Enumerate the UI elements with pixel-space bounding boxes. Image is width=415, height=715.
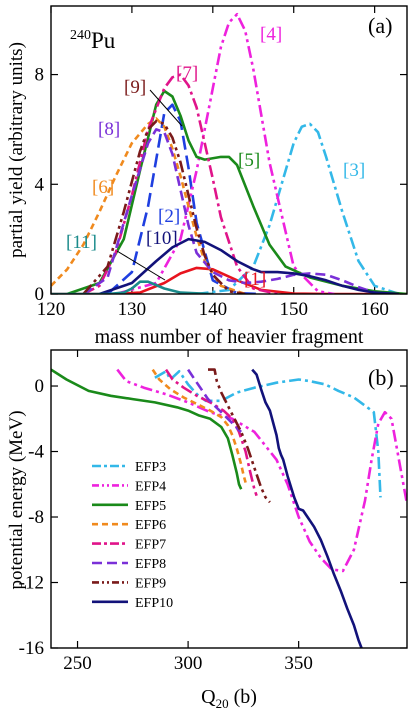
x-tick-label: 350 xyxy=(284,653,313,674)
legend-label-efp9: EFP9 xyxy=(135,576,166,591)
series-label-6: [6] xyxy=(92,177,114,198)
legend-label-efp4: EFP4 xyxy=(135,479,166,494)
panel-b-label: (b) xyxy=(368,365,394,390)
x-tick-label: 250 xyxy=(63,653,92,674)
legend-label-efp5: EFP5 xyxy=(135,499,166,514)
series-line-10 xyxy=(99,237,399,294)
series-line-efp7 xyxy=(164,368,258,497)
series-label-4: [4] xyxy=(260,24,282,45)
q-unit: (b) xyxy=(229,686,257,708)
nucleus-mass: 240 xyxy=(70,28,91,43)
series-label-10: [10] xyxy=(146,228,178,249)
panel-b-x-axis-label: Q20 (b) xyxy=(201,686,257,711)
y-tick-label: -4 xyxy=(28,442,44,463)
x-tick-label: 300 xyxy=(174,653,203,674)
leader-line xyxy=(116,250,166,281)
panel-a-label: (a) xyxy=(368,13,392,38)
series-line-6 xyxy=(51,117,246,294)
panel-b-tick-labels: 250 300 350 0 -4 -8 -12 -16 xyxy=(19,376,313,674)
series-line-3 xyxy=(196,122,400,294)
series-line-2 xyxy=(106,103,262,294)
series-line-efp9 xyxy=(208,368,271,504)
x-tick-label: 130 xyxy=(118,299,147,320)
panel-a-y-axis-label: partial yield (arbitrary units) xyxy=(6,42,27,258)
series-line-efp8 xyxy=(187,368,242,433)
y-tick-label: 4 xyxy=(35,174,45,195)
nucleus-symbol: Pu xyxy=(91,28,116,53)
legend-label-efp7: EFP7 xyxy=(135,538,166,553)
series-line-efp6 xyxy=(151,368,247,483)
panel-a-x-axis-label: mass number of heavier fragment xyxy=(95,326,364,348)
series-line-efp4 xyxy=(116,368,407,573)
series-label-9: [9] xyxy=(124,77,146,98)
series-line-efp3 xyxy=(154,369,382,498)
y-tick-label: -8 xyxy=(28,507,44,528)
legend-label-efp3: EFP3 xyxy=(135,460,166,475)
legend-label-efp6: EFP6 xyxy=(135,518,166,533)
x-tick-label: 140 xyxy=(199,299,228,320)
x-tick-label: 150 xyxy=(279,299,308,320)
series-line-1 xyxy=(51,266,407,294)
series-label-5: [5] xyxy=(238,150,260,171)
q-symbol: Q xyxy=(201,686,216,708)
panel-a-frame xyxy=(50,5,408,295)
panel-a: 120 130 140 150 160 0 4 8 (a) 240Pu mass number… xyxy=(6,5,408,348)
series-label-11: [11] xyxy=(66,232,97,253)
legend-label-efp8: EFP8 xyxy=(135,557,166,572)
y-tick-label: -16 xyxy=(19,638,44,659)
series-line-8 xyxy=(82,128,376,294)
series-label-2: [2] xyxy=(158,206,180,227)
series-label-8: [8] xyxy=(98,119,120,140)
panel-b-frame xyxy=(50,349,408,649)
panel-a-annotations: [1] [2] [3] [4] [5] [6] [7] [8][9] [10] [11] xyxy=(66,24,365,290)
q-subscript: 20 xyxy=(216,696,229,711)
series-label-3: [3] xyxy=(343,160,365,181)
y-tick-label: 8 xyxy=(35,65,45,86)
panel-a-tick-labels: 120 130 140 150 160 0 4 8 xyxy=(35,65,389,320)
y-tick-label: -12 xyxy=(19,573,44,594)
panel-b-legend: EFP3 EFP4 EFP5 EFP6 EFP7 EFP8 EFP9 EFP10 xyxy=(92,460,173,611)
series-label-7: [7] xyxy=(176,63,198,84)
nucleus-label: 240Pu xyxy=(70,28,116,53)
series-line-9 xyxy=(82,119,246,294)
y-tick-label: 0 xyxy=(35,376,45,397)
panel-b-y-axis-label: potential energy (MeV) xyxy=(6,410,27,589)
x-tick-label: 120 xyxy=(37,299,66,320)
x-tick-label: 160 xyxy=(360,299,389,320)
series-label-1: [1] xyxy=(244,269,266,290)
series-line-efp10 xyxy=(251,368,363,648)
panel-b-series xyxy=(51,368,407,648)
series-line-7 xyxy=(82,73,278,294)
leader-line xyxy=(149,89,183,127)
panel-a-series xyxy=(51,12,407,294)
y-tick-label: 0 xyxy=(35,284,45,305)
legend-label-efp10: EFP10 xyxy=(135,596,173,611)
series-line-efp5 xyxy=(51,368,243,490)
